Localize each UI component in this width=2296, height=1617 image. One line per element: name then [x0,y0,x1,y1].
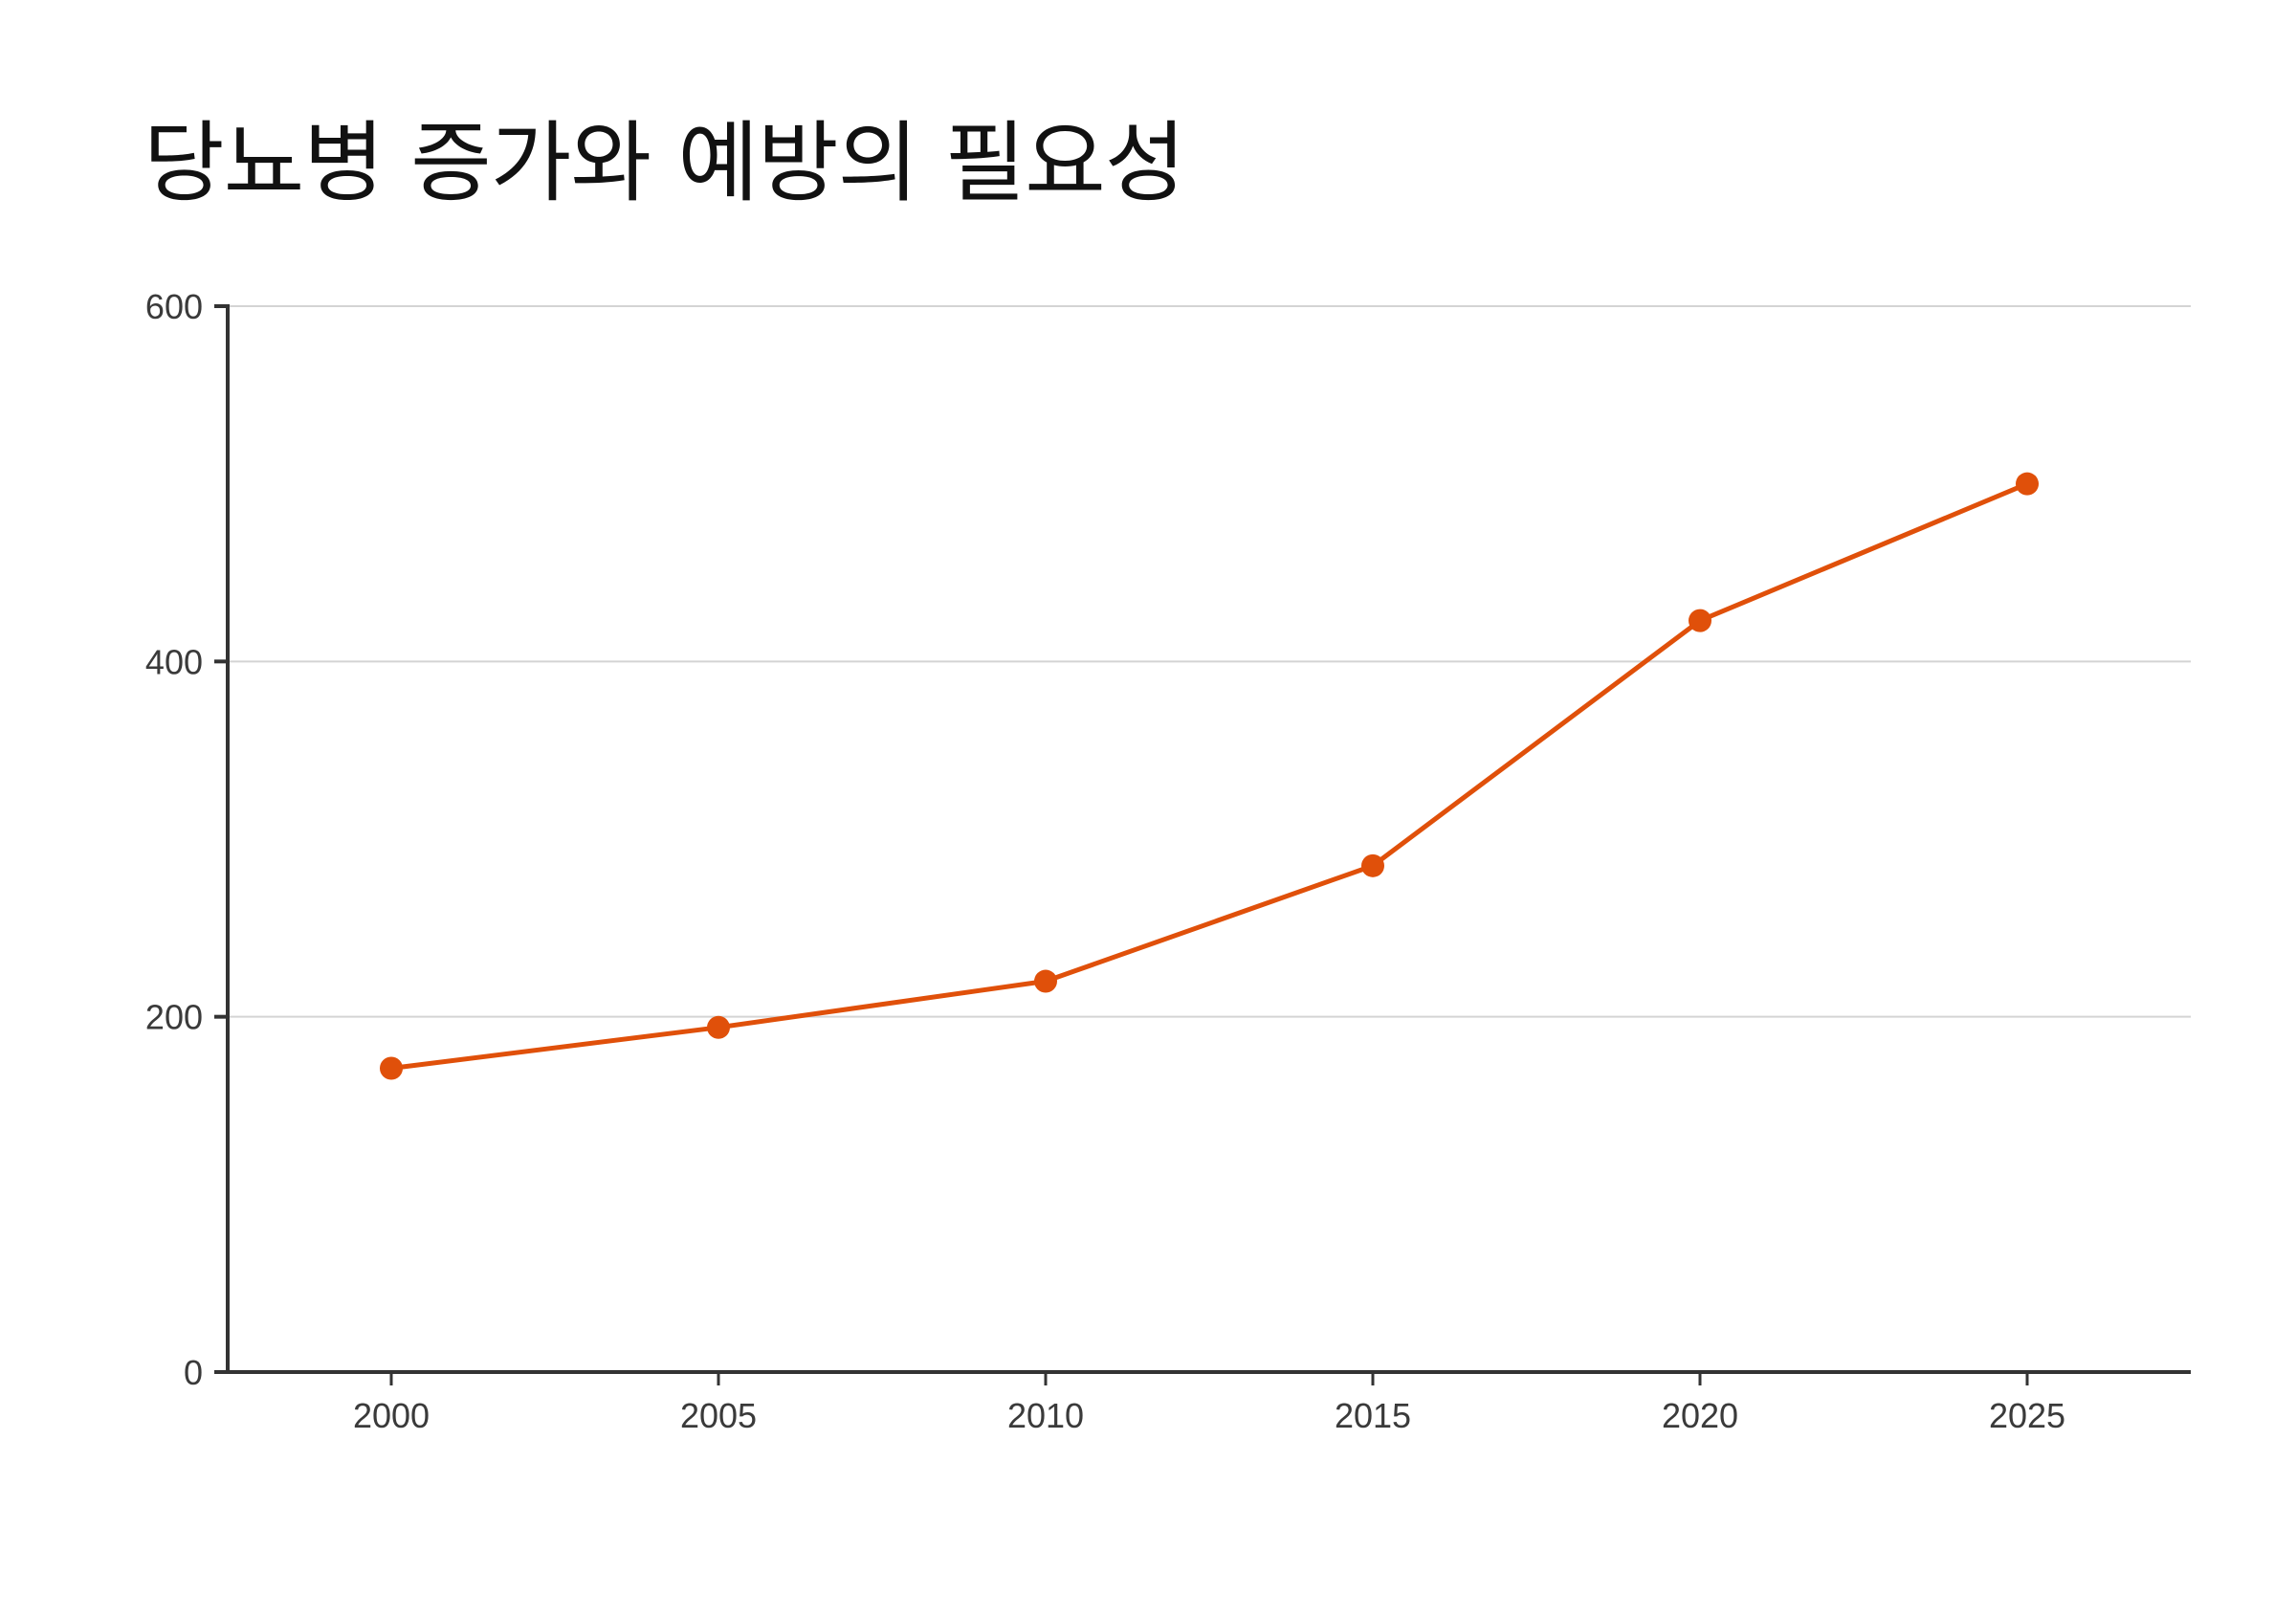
x-tick-label: 2025 [1989,1396,2065,1435]
series-line [390,481,2028,1071]
chart-title: 당뇨병 증가와 예방의 필요성 [144,112,1185,214]
data-point-2025[interactable] [2016,472,2039,496]
y-tick-label: 0 [184,1353,203,1392]
y-tick-label: 400 [145,642,203,681]
y-tick-label: 600 [145,287,203,326]
x-tick-label: 2000 [353,1396,430,1435]
series-layer [380,472,2039,1080]
data-point-2000[interactable] [380,1056,403,1080]
y-axis-ticks: 0 200 400 600 [145,287,228,1392]
x-tick-label: 2010 [1007,1396,1084,1435]
gridlines [228,305,2191,1018]
x-tick-label: 2015 [1335,1396,1411,1435]
data-point-2010[interactable] [1034,969,1057,993]
x-tick-label: 2020 [1662,1396,1738,1435]
axes [226,304,2191,1374]
data-point-2020[interactable] [1689,609,1711,632]
y-tick-label: 200 [145,998,203,1037]
x-axis-ticks: 2000 2005 2010 2015 2020 2025 [353,1372,2065,1435]
data-point-2005[interactable] [707,1015,730,1039]
x-tick-label: 2005 [680,1396,757,1435]
data-point-2015[interactable] [1361,853,1384,877]
